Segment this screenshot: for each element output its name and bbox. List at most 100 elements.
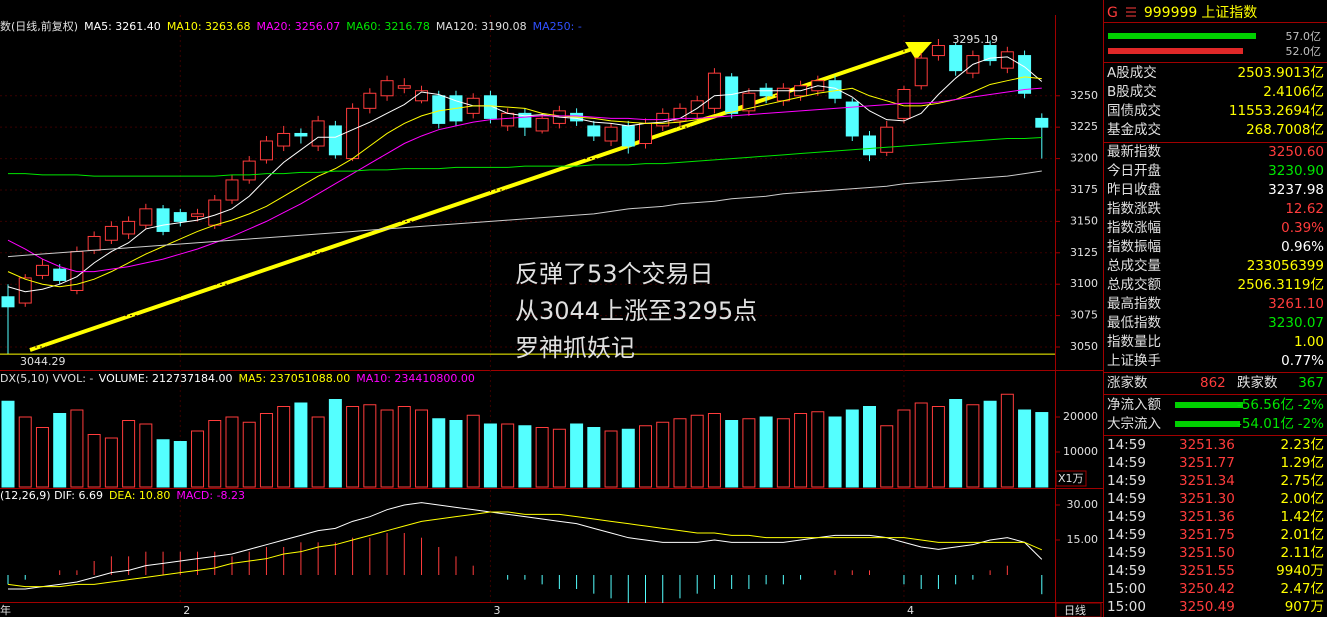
- volume-bar: [759, 416, 773, 488]
- stat-row: 指数涨跌 12.62: [1107, 200, 1324, 219]
- tick-time: 14:59: [1107, 455, 1146, 471]
- row-value: 3230.90: [1268, 163, 1324, 179]
- volume-bar: [277, 406, 291, 488]
- volume-bar: [518, 425, 532, 488]
- tick-amount: 1.29亿: [1280, 455, 1324, 471]
- y-tick-label: 3150: [1070, 214, 1098, 227]
- row-label: A股成交: [1107, 65, 1157, 81]
- volume-bar: [828, 416, 842, 488]
- tick-row: 14:59 3251.50 2.11亿: [1107, 544, 1324, 562]
- tick-row: 14:59 3251.34 2.75亿: [1107, 472, 1324, 490]
- tick-time: 15:00: [1107, 581, 1146, 597]
- candle-body: [363, 92, 377, 109]
- volume-bar: [794, 413, 808, 488]
- volume-bar: [156, 439, 170, 488]
- stat-row: 总成交额 2506.3119亿: [1107, 276, 1324, 295]
- volume-bar: [466, 414, 480, 488]
- volume-bar: [966, 404, 980, 488]
- row-label: 昨日收盘: [1107, 182, 1161, 198]
- volume-bar: [776, 418, 790, 488]
- legend: 数(日线,前复权) MA5: 3261.40 MA10: 3263.68 MA20: …: [0, 19, 582, 33]
- volume-bar: [931, 406, 945, 488]
- candle-body: [983, 45, 997, 62]
- candle-body: [346, 107, 360, 160]
- volume-bar: [122, 420, 136, 488]
- tick-time: 14:59: [1107, 509, 1146, 525]
- y-tick-label: 20000: [1063, 410, 1098, 423]
- volume-bar: [397, 406, 411, 488]
- menu-icon[interactable]: [1125, 7, 1136, 17]
- volume-bar: [949, 399, 963, 488]
- volume-bar: [18, 416, 32, 488]
- volume-bar: [346, 406, 360, 488]
- tick-price: 3251.30: [1179, 491, 1235, 507]
- tick-amount: 9940万: [1276, 563, 1324, 579]
- unit-box: [1055, 470, 1087, 487]
- x-tick-label: 年: [0, 603, 11, 617]
- net-flow-row: 大宗流入 -54.01亿 -2%: [1107, 415, 1324, 434]
- tick-amount: 2.01亿: [1280, 527, 1324, 543]
- tick-price: 3251.77: [1179, 455, 1235, 471]
- x-tick-label: 4: [907, 604, 914, 617]
- tick-time: 14:59: [1107, 563, 1146, 579]
- flow-bar: [1175, 421, 1240, 427]
- row-value: 12.62: [1285, 201, 1324, 217]
- volume-bar: [621, 428, 635, 488]
- legend-entry: MA250: -: [533, 20, 582, 33]
- tick-time: 14:59: [1107, 473, 1146, 489]
- legend-entry: MA10: 3263.68: [167, 20, 251, 33]
- x-tick-label: 2: [183, 604, 190, 617]
- legend-entry: MA20: 3256.07: [257, 20, 341, 33]
- volume-bar: [552, 428, 566, 488]
- annotation: 罗神抓妖记: [515, 334, 635, 362]
- candle-body: [483, 95, 497, 119]
- candle-body: [742, 92, 756, 112]
- row-label: 基金成交: [1107, 122, 1161, 138]
- legend-entry: DEA: 10.80: [109, 489, 170, 502]
- flow-label: 52.0亿: [1285, 45, 1322, 58]
- sep: [1104, 62, 1327, 63]
- candle-body: [587, 125, 601, 137]
- net-flow-row: 净流入额 -56.56亿 -2%: [1107, 396, 1324, 415]
- row-label: 最高指数: [1107, 296, 1161, 312]
- candle-body: [156, 208, 170, 232]
- row-value: 3230.07: [1268, 315, 1324, 331]
- tick-amount: 1.42亿: [1280, 509, 1324, 525]
- candle-body: [259, 140, 273, 161]
- flow-label: 57.0亿: [1285, 30, 1322, 43]
- legend-entry: DX(5,10) VVOL: -: [0, 372, 93, 385]
- tick-amount: 907万: [1284, 599, 1324, 615]
- y-tick-label: 10000: [1063, 445, 1098, 458]
- volume-bar: [53, 413, 67, 488]
- flow-pct: -2%: [1297, 397, 1324, 413]
- candle-body: [535, 117, 549, 132]
- ma-line: [7, 170, 1042, 258]
- volume-bar: [208, 420, 222, 488]
- volume-bar: [35, 427, 49, 488]
- volume-bar: [449, 420, 463, 488]
- volume-bar: [1, 400, 15, 488]
- stat-row: 上证换手 0.77%: [1107, 352, 1324, 371]
- ma-line: [7, 76, 1042, 288]
- volume-bar: [604, 430, 618, 488]
- tick-price: 3251.75: [1179, 527, 1235, 543]
- candle-body: [931, 45, 945, 57]
- volume-bar: [328, 399, 342, 488]
- candle-body: [139, 208, 153, 226]
- sep: [1104, 22, 1327, 23]
- y-tick-label: 15.00: [1067, 533, 1099, 546]
- volume-bar: [1035, 412, 1049, 488]
- tick-price: 3251.34: [1179, 473, 1235, 489]
- flow-value: -56.56亿: [1236, 397, 1294, 413]
- candle-body: [1035, 117, 1049, 128]
- volume-bar: [863, 406, 876, 488]
- candle-body: [311, 120, 325, 147]
- ma-line: [8, 137, 1042, 177]
- legend-entry: MA120: 3190.08: [436, 20, 527, 33]
- legend: (12,26,9) DIF: 6.69 DEA: 10.80 MACD: -8.23: [0, 489, 245, 502]
- volume-bar: [87, 434, 101, 488]
- candle-body: [949, 45, 963, 72]
- candle-body: [242, 160, 256, 181]
- stat-row: 最高指数 3261.10: [1107, 295, 1324, 314]
- candle-body: [863, 135, 876, 156]
